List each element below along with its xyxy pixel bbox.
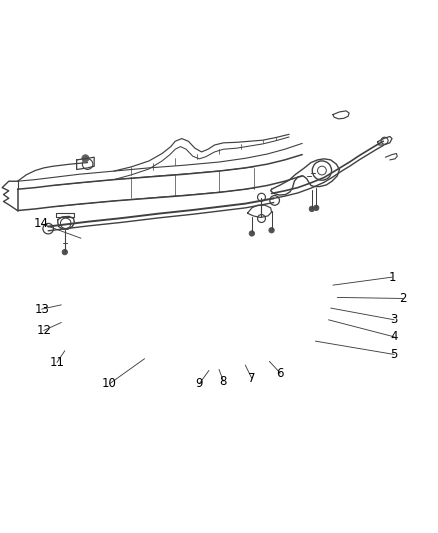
Text: 10: 10 [102,377,117,390]
Text: 3: 3 [391,313,398,326]
Text: 14: 14 [34,217,49,230]
Circle shape [62,249,67,255]
Text: 2: 2 [399,292,407,305]
Text: 13: 13 [34,303,49,316]
Text: 5: 5 [391,348,398,361]
Circle shape [309,206,314,212]
Text: 4: 4 [390,330,398,343]
Text: 1: 1 [388,271,396,284]
Text: 8: 8 [220,375,227,387]
Circle shape [249,231,254,236]
Circle shape [314,205,319,211]
Circle shape [82,155,89,162]
Text: 11: 11 [49,356,64,369]
Text: 7: 7 [248,372,256,385]
Text: 9: 9 [195,377,203,390]
Circle shape [269,228,274,233]
Text: 12: 12 [36,324,51,337]
Text: 6: 6 [276,367,284,379]
